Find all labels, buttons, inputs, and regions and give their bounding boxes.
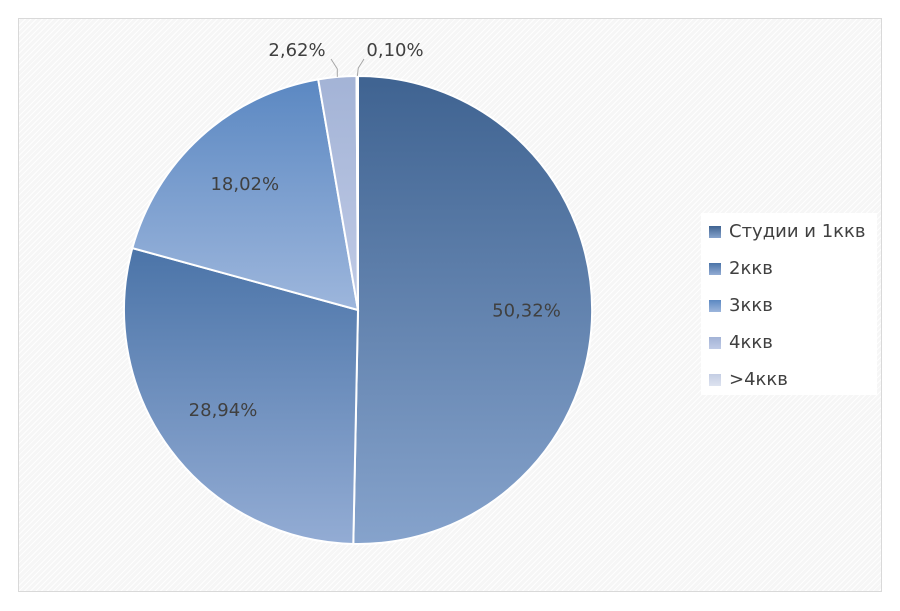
legend-swatch-4k [709, 337, 721, 349]
data-labels: 50,32% 28,94% 18,02% 2,62% 0,10% [189, 40, 561, 421]
legend-background [701, 213, 877, 395]
leader-line-gt4k [356, 58, 365, 77]
legend-swatch-gt4k [709, 374, 721, 386]
pie-slice-gt4k [355, 74, 359, 311]
data-label-3k: 18,02% [210, 174, 279, 195]
legend-label-3k: 3ккв [729, 295, 773, 316]
pie-slice-studio-1k [352, 74, 594, 545]
pie-slice-3k [131, 78, 360, 312]
legend-label-4k: 4ккв [729, 332, 773, 353]
data-label-gt4k: 0,10% [366, 40, 423, 61]
pie-slice-2k [122, 246, 360, 545]
legend-label-gt4k: >4ккв [729, 369, 788, 390]
legend-label-2k: 2ккв [729, 258, 773, 279]
data-label-4k: 2,62% [268, 40, 325, 61]
chart-frame: 50,32% 28,94% 18,02% 2,62% 0,10% Студии и 1к… [18, 18, 882, 592]
legend: Студии и 1ккв 2ккв 3ккв 4ккв >4ккв [701, 213, 877, 395]
leader-line-4k [330, 58, 338, 77]
legend-swatch-3k [709, 300, 721, 312]
legend-label-studio-1k: Студии и 1ккв [729, 221, 866, 242]
legend-swatch-studio-1k [709, 226, 721, 238]
data-label-2k: 28,94% [189, 400, 258, 421]
pie-slices [122, 74, 594, 545]
pie-chart: 50,32% 28,94% 18,02% 2,62% 0,10% Студии и 1к… [122, 40, 877, 545]
leader-lines [330, 58, 365, 77]
data-label-studio-1k: 50,32% [492, 301, 561, 322]
legend-swatch-2k [709, 263, 721, 275]
